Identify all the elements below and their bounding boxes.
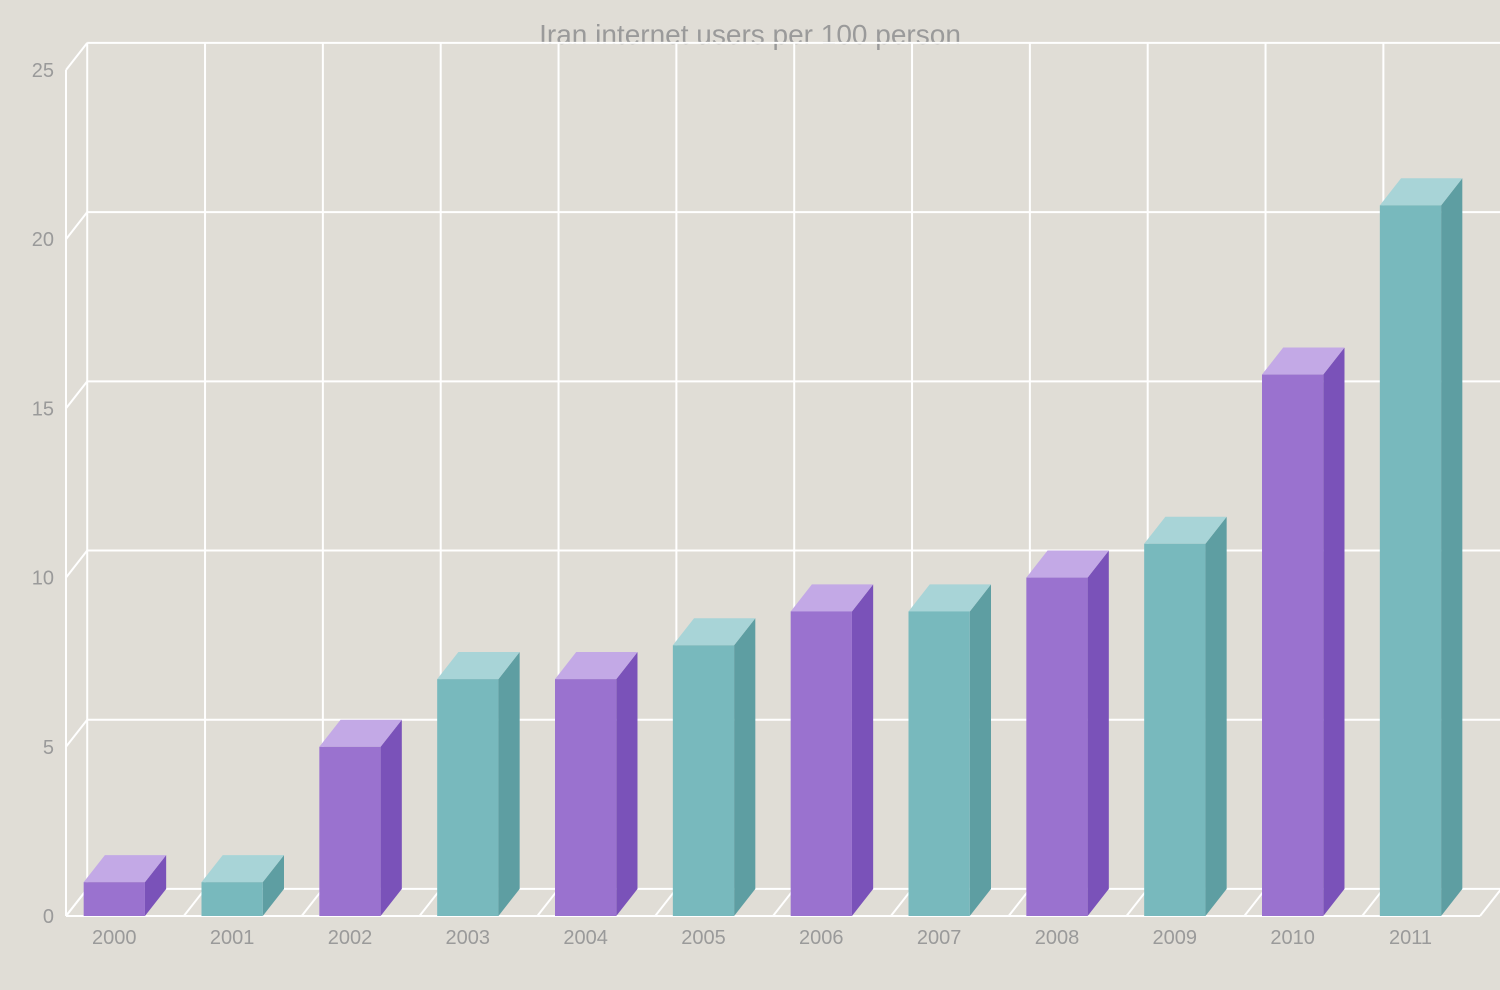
bar-side (381, 720, 402, 916)
x-tick-label: 2008 (1035, 927, 1080, 949)
bar-front (1380, 205, 1441, 916)
y-tick-label: 5 (43, 737, 54, 759)
x-tick-label: 2007 (917, 927, 962, 949)
y-tick-label: 0 (43, 906, 54, 928)
bar-front (1026, 578, 1087, 916)
x-tick-label: 2010 (1270, 927, 1315, 949)
bar (1144, 517, 1226, 916)
bar-front (673, 645, 734, 916)
x-tick-label: 2003 (446, 927, 491, 949)
bar-side (616, 652, 637, 916)
bar-side (1088, 551, 1109, 916)
bar (791, 584, 873, 916)
x-tick-label: 2006 (799, 927, 844, 949)
x-tick-label: 2011 (1389, 927, 1432, 949)
y-tick-label: 15 (32, 398, 54, 420)
bar (673, 618, 755, 916)
bar-chart-3d: Iran internet users per 100 person 0 5 10 15… (0, 0, 1500, 990)
bar-side (1323, 347, 1344, 916)
bar (909, 584, 991, 916)
chart-svg: Iran internet users per 100 person 0 5 10 15… (0, 0, 1500, 990)
bar-front (909, 611, 970, 916)
x-tick-label: 2002 (328, 927, 373, 949)
bar-front (1144, 544, 1205, 916)
y-tick-label: 10 (32, 568, 54, 590)
bar-front (84, 882, 145, 916)
bar-front (202, 882, 263, 916)
bar-side (852, 584, 873, 916)
x-tick-label: 2001 (210, 927, 255, 949)
bar-front (437, 679, 498, 916)
bar-front (319, 747, 380, 916)
chart-title: Iran internet users per 100 person (539, 19, 961, 50)
bar (1026, 551, 1108, 916)
x-tick-label: 2004 (563, 927, 608, 949)
bar-front (1262, 375, 1323, 916)
x-tick-label: 2005 (681, 927, 726, 949)
bar (1262, 347, 1344, 916)
bar (555, 652, 637, 916)
bar-side (498, 652, 519, 916)
bar-front (555, 679, 616, 916)
bar-side (970, 584, 991, 916)
y-tick-label: 25 (32, 60, 54, 82)
x-tick-label: 2009 (1153, 927, 1198, 949)
bar (437, 652, 519, 916)
bar-front (791, 611, 852, 916)
bar-side (1205, 517, 1226, 916)
bar (319, 720, 401, 916)
bar (1380, 178, 1462, 916)
y-tick-label: 20 (32, 229, 54, 251)
x-tick-label: 2000 (92, 927, 137, 949)
bar-side (734, 618, 755, 916)
bar-side (1441, 178, 1462, 916)
